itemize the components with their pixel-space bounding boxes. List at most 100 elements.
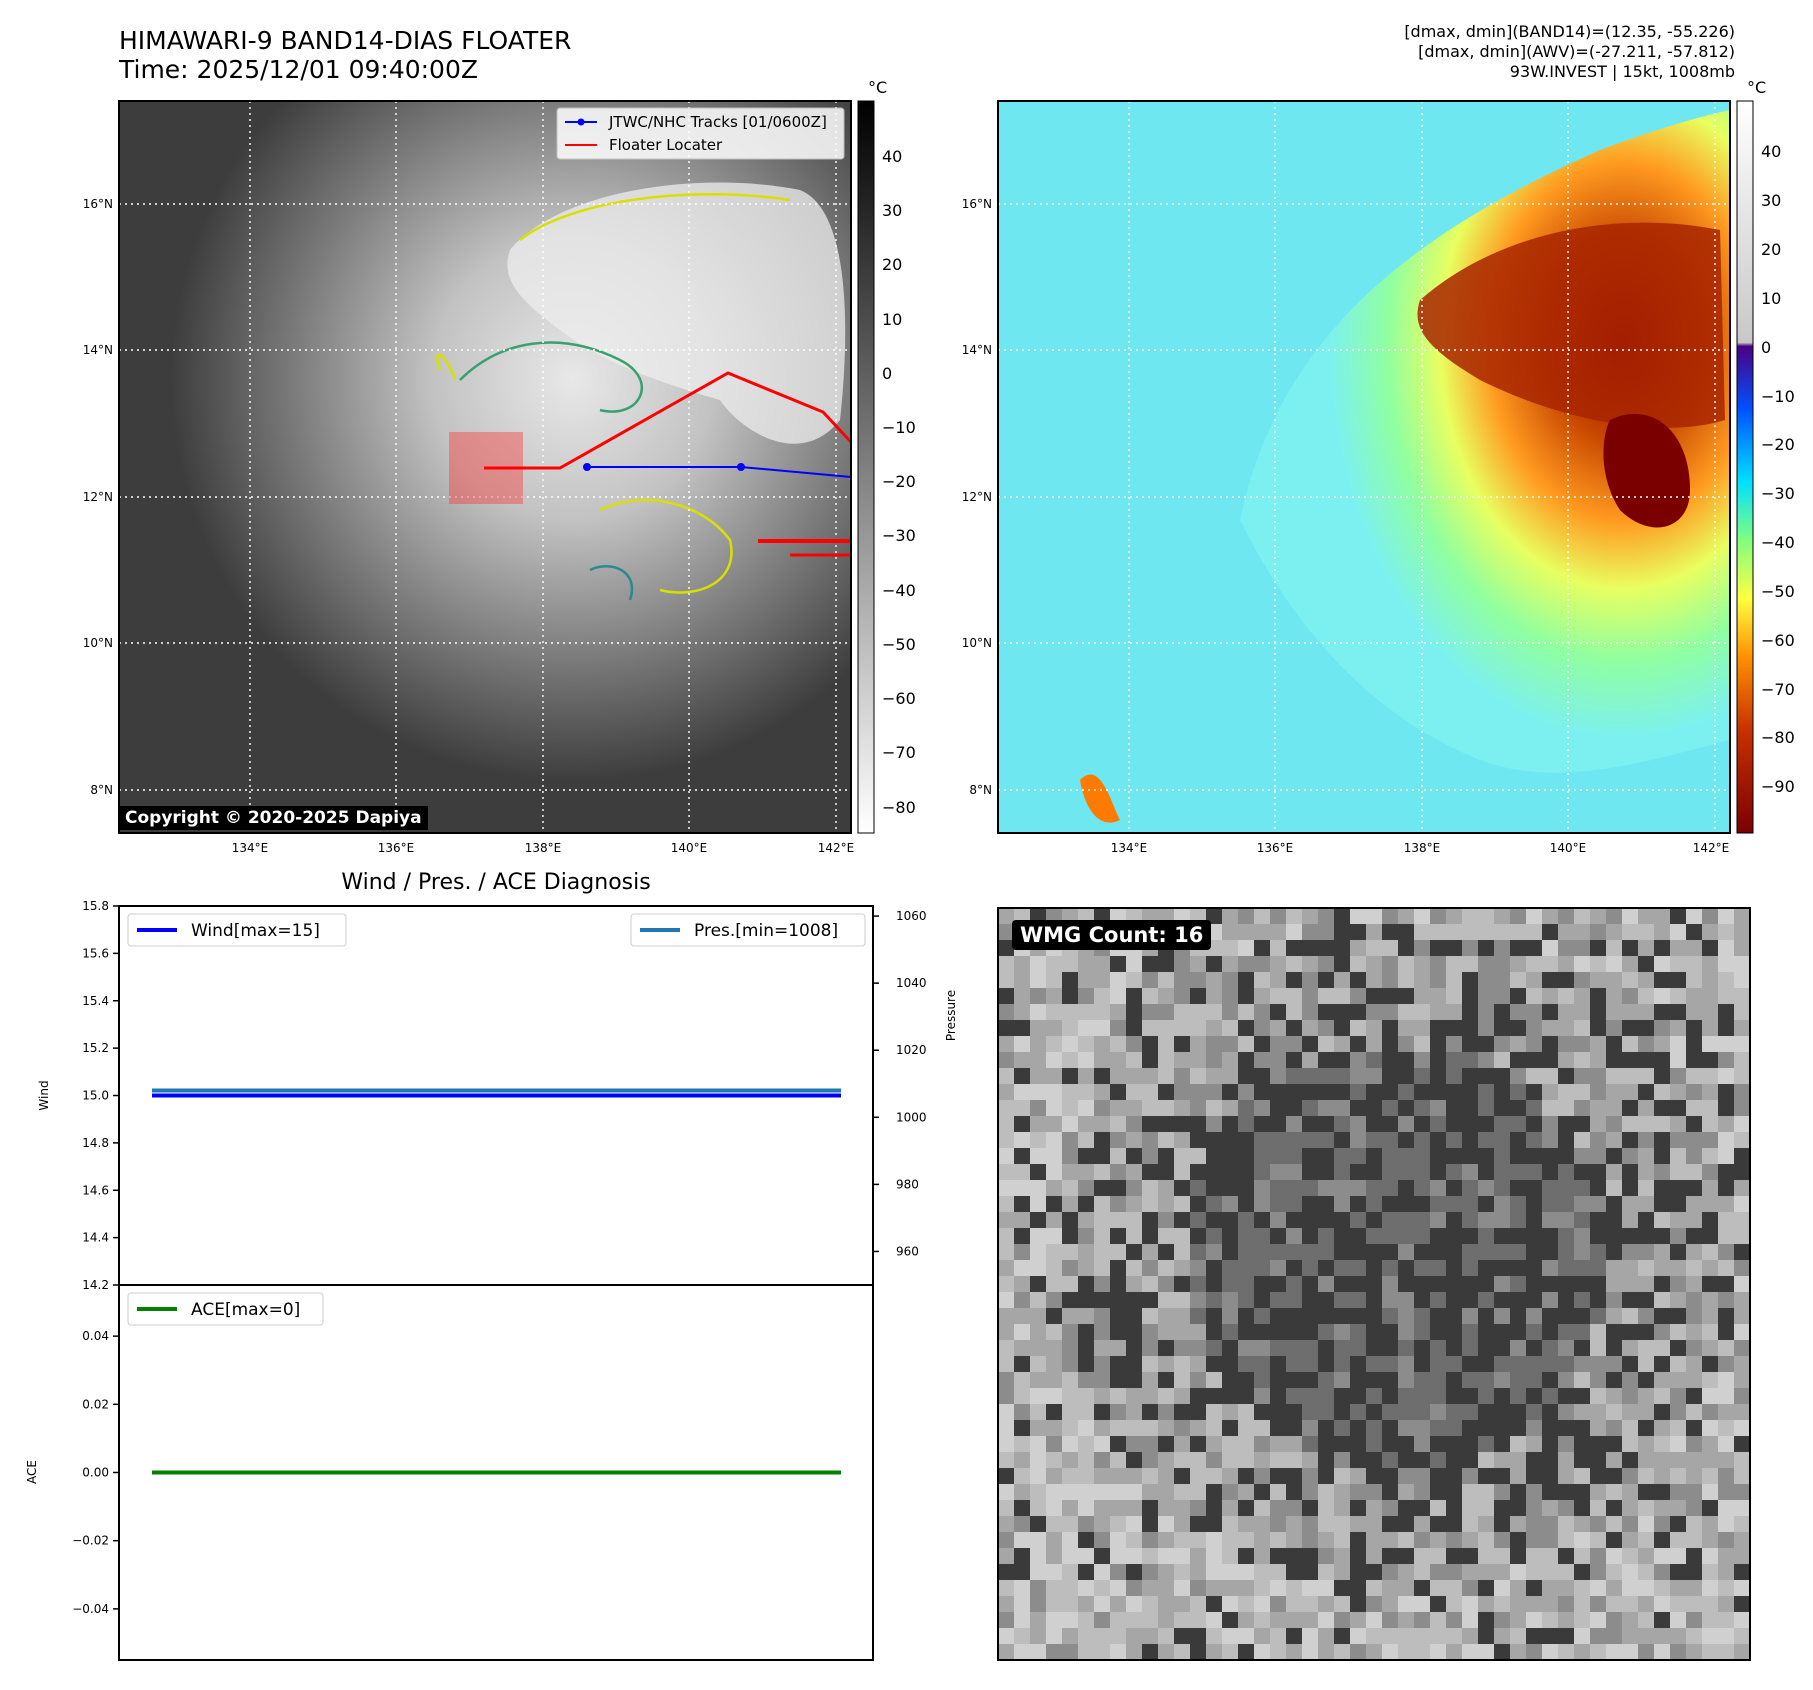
wmg-cell: [1382, 1404, 1399, 1421]
wmg-cell: [998, 956, 1015, 973]
wmg-cell: [1238, 988, 1255, 1005]
wmg-cell: [1670, 1004, 1687, 1021]
wmg-cell: [1318, 1516, 1335, 1533]
wmg-cell: [1510, 1004, 1527, 1021]
wmg-cell: [1654, 940, 1671, 957]
lat-label: 12°N: [83, 490, 113, 504]
wmg-cell: [1094, 956, 1111, 973]
wmg-cell: [1670, 1564, 1687, 1581]
ir-lon-labels: 134°E 136°E 138°E 140°E 142°E: [232, 841, 855, 855]
wmg-cell: [1446, 1244, 1463, 1261]
wmg-cell: [1430, 1276, 1447, 1293]
wmg-cell: [1142, 1052, 1159, 1069]
wmg-cell: [1606, 1324, 1623, 1341]
wmg-cell: [1510, 1372, 1527, 1389]
wmg-cell: [1142, 1100, 1159, 1117]
wmg-cell: [1062, 1228, 1079, 1245]
wmg-cell: [1478, 1116, 1495, 1133]
wmg-cell: [1174, 988, 1191, 1005]
wmg-cell: [1670, 1548, 1687, 1565]
wmg-cell: [1062, 1260, 1079, 1277]
wmg-cell: [1718, 1548, 1735, 1565]
wmg-cell: [1622, 1148, 1639, 1165]
wmg-cell: [1222, 988, 1239, 1005]
wmg-cell: [1414, 924, 1431, 941]
wmg-cell: [1382, 1580, 1399, 1597]
wmg-cell: [1254, 1628, 1271, 1645]
wmg-cell: [1446, 1196, 1463, 1213]
wmg-cell: [1046, 1596, 1063, 1613]
wmg-cell: [1366, 1036, 1383, 1053]
wmg-cell: [1030, 1004, 1047, 1021]
wmg-cell: [1398, 1116, 1415, 1133]
colorbar-tick: −40: [1761, 533, 1795, 552]
wmg-cell: [1094, 1164, 1111, 1181]
wmg-cell: [1462, 1004, 1479, 1021]
wmg-cell: [1238, 1100, 1255, 1117]
wmg-cell: [1142, 1644, 1159, 1661]
wmg-cell: [1654, 1100, 1671, 1117]
wmg-cell: [1302, 1244, 1319, 1261]
wmg-cell: [1734, 1596, 1751, 1613]
wmg-cell: [1382, 1116, 1399, 1133]
wind-y-tick-label: 15.6: [82, 946, 109, 960]
wmg-cell: [1462, 1052, 1479, 1069]
wmg-cell: [1286, 1372, 1303, 1389]
wmg-cell: [1446, 1644, 1463, 1661]
wmg-cell: [1702, 1628, 1719, 1645]
wmg-cell: [1206, 1372, 1223, 1389]
wmg-cell: [1734, 1308, 1751, 1325]
wmg-cell: [1702, 1036, 1719, 1053]
wmg-cell: [1414, 956, 1431, 973]
wmg-cell: [1670, 1324, 1687, 1341]
wmg-cell: [1174, 1196, 1191, 1213]
wmg-cell: [1430, 1052, 1447, 1069]
wmg-cell: [1222, 1420, 1239, 1437]
wmg-cell: [1654, 1324, 1671, 1341]
wmg-cell: [1686, 1068, 1703, 1085]
wmg-cell: [1558, 1116, 1575, 1133]
wmg-cell: [1654, 1644, 1671, 1661]
wmg-cell: [1190, 1532, 1207, 1549]
wmg-cell: [1142, 1164, 1159, 1181]
wmg-cell: [1542, 1020, 1559, 1037]
wmg-cell: [1238, 1580, 1255, 1597]
wmg-cell: [1654, 908, 1671, 925]
wmg-cell: [1398, 1180, 1415, 1197]
wmg-cell: [1478, 972, 1495, 989]
wmg-cell: [1206, 1116, 1223, 1133]
wmg-cell: [1734, 1324, 1751, 1341]
wmg-cell: [1366, 1324, 1383, 1341]
wmg-cell: [998, 1500, 1015, 1517]
colorbar-tick: −30: [882, 526, 916, 545]
wmg-cell: [1334, 908, 1351, 925]
wmg-cell: [1222, 1004, 1239, 1021]
wmg-cell: [1014, 1372, 1031, 1389]
wmg-cell: [1126, 1388, 1143, 1405]
wmg-cell: [1046, 956, 1063, 973]
wmg-cell: [1606, 1292, 1623, 1309]
wmg-cell: [1350, 1324, 1367, 1341]
wmg-cell: [1382, 1148, 1399, 1165]
colorbar-tick: −20: [882, 472, 916, 491]
wmg-cell: [1270, 940, 1287, 957]
wmg-cell: [1382, 1228, 1399, 1245]
wmg-cell: [1606, 1548, 1623, 1565]
wmg-cell: [1254, 940, 1271, 957]
wmg-cell: [1478, 1340, 1495, 1357]
wmg-cell: [1478, 1324, 1495, 1341]
wmg-cell: [1654, 924, 1671, 941]
wmg-cell: [1078, 988, 1095, 1005]
wmg-cell: [1302, 1308, 1319, 1325]
wmg-cell: [1718, 1132, 1735, 1149]
wmg-cell: [1174, 956, 1191, 973]
wmg-cell: [1462, 1612, 1479, 1629]
wmg-cell: [1606, 1388, 1623, 1405]
wmg-cell: [1494, 1644, 1511, 1661]
wmg-cell: [1542, 1372, 1559, 1389]
wmg-cell: [1126, 1068, 1143, 1085]
wmg-cell: [1062, 1356, 1079, 1373]
wmg-cell: [1030, 1564, 1047, 1581]
wmg-cell: [1446, 1116, 1463, 1133]
wmg-cell: [1030, 1068, 1047, 1085]
